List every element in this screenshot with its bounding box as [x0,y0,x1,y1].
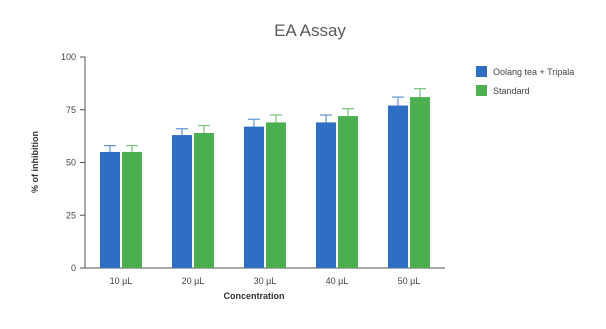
error-bar [342,108,354,121]
y-axis-title: % of inhibition [30,131,40,193]
error-bar [414,88,426,102]
x-ticks: 10 µL 20 µL 30 µL 40 µL 50 µL [110,276,421,286]
error-bar [392,96,404,110]
y-tick-label: 0 [71,263,76,273]
error-bar [176,128,188,140]
bar-standard [338,116,358,268]
x-tick-label: 30 µL [254,276,277,286]
bar-standard [266,122,286,268]
bar-oolang [100,151,120,268]
x-axis-title: Concentration [223,291,284,301]
y-tick-label: 100 [61,52,76,62]
y-tick-label: 25 [66,210,76,220]
bar-oolang [244,126,264,268]
bar-oolang [316,122,336,268]
y-tick-label: 50 [66,158,76,168]
bar-oolang [172,135,192,268]
legend-swatch [476,66,487,77]
bars [100,88,430,268]
bar-oolang [388,105,408,268]
error-bar [198,124,210,137]
legend-swatch [476,85,487,96]
y-ticks: 0 25 50 75 100 [61,52,85,273]
legend: Oolang tea + Tripala Standard [476,66,574,96]
bar-standard [194,132,214,268]
bar-standard [122,151,142,268]
x-tick-label: 40 µL [326,276,349,286]
error-bar [248,118,260,131]
error-bar [104,145,116,156]
x-tick-label: 50 µL [398,276,421,286]
bar-standard [410,97,430,268]
x-tick-label: 10 µL [110,276,133,286]
error-bar [126,145,138,156]
y-tick-label: 75 [66,105,76,115]
x-tick-label: 20 µL [182,276,205,286]
error-bar [320,114,332,127]
chart-title: EA Assay [274,21,346,40]
error-bar [270,114,282,127]
legend-label: Standard [493,86,530,96]
legend-label: Oolang tea + Tripala [493,67,574,77]
